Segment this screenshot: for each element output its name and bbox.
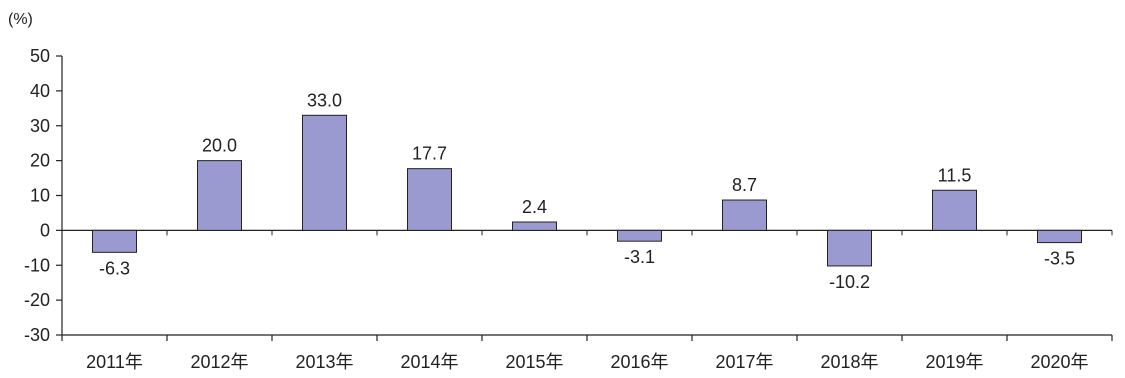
bar-value-label: -10.2 bbox=[829, 272, 870, 292]
y-tick-label: 20 bbox=[30, 151, 50, 171]
bar bbox=[302, 114, 347, 231]
y-axis: 50 40 30 20 10 0 -10 -20 -30 bbox=[24, 46, 63, 345]
y-tick-label: 0 bbox=[40, 220, 50, 240]
x-tick-label: 2017年 bbox=[715, 352, 773, 372]
y-tick-label: -10 bbox=[24, 255, 50, 275]
bar bbox=[1037, 229, 1082, 244]
bar-value-label: -3.1 bbox=[624, 247, 655, 267]
bar-value-label: 2.4 bbox=[522, 197, 547, 217]
y-axis-unit-label: (%) bbox=[8, 11, 33, 28]
x-tick-label: 2014年 bbox=[400, 352, 458, 372]
bar bbox=[92, 229, 137, 253]
bar bbox=[932, 189, 977, 231]
bar-value-label: 17.7 bbox=[412, 144, 447, 164]
bar bbox=[407, 168, 452, 231]
bar-value-label: -3.5 bbox=[1044, 249, 1075, 269]
bar-value-label: 33.0 bbox=[307, 90, 342, 110]
bars bbox=[92, 114, 1082, 267]
data-labels: -6.3 20.0 33.0 17.7 2.4 -3.1 8.7 -10.2 11.5 -3.5 bbox=[99, 90, 1075, 292]
bar bbox=[197, 160, 242, 231]
y-tick-label: 10 bbox=[30, 186, 50, 206]
x-tick-label: 2018年 bbox=[820, 352, 878, 372]
x-tick-label: 2019年 bbox=[925, 352, 983, 372]
x-axis: 2011年 2012年 2013年 2014年 2015年 2016年 2017年 2018年… bbox=[61, 229, 1113, 372]
bar bbox=[512, 221, 557, 231]
bar-value-label: -6.3 bbox=[99, 258, 130, 278]
x-tick-label: 2015年 bbox=[505, 352, 563, 372]
x-tick-label: 2016年 bbox=[610, 352, 668, 372]
y-tick-label: 40 bbox=[30, 81, 50, 101]
x-tick-label: 2012年 bbox=[190, 352, 248, 372]
bar bbox=[722, 199, 767, 231]
bar-value-label: 11.5 bbox=[938, 165, 972, 185]
bar-value-label: 8.7 bbox=[732, 175, 757, 195]
x-tick-label: 2020年 bbox=[1030, 352, 1088, 372]
bar-value-label: 20.0 bbox=[202, 136, 237, 156]
bar bbox=[827, 229, 872, 267]
y-tick-label: -30 bbox=[24, 325, 50, 345]
bar bbox=[617, 229, 662, 242]
y-tick-label: 30 bbox=[30, 116, 50, 136]
y-tick-label: 50 bbox=[30, 46, 50, 66]
y-tick-label: -20 bbox=[24, 290, 50, 310]
x-tick-label: 2011年 bbox=[86, 352, 143, 372]
x-tick-label: 2013年 bbox=[295, 352, 353, 372]
